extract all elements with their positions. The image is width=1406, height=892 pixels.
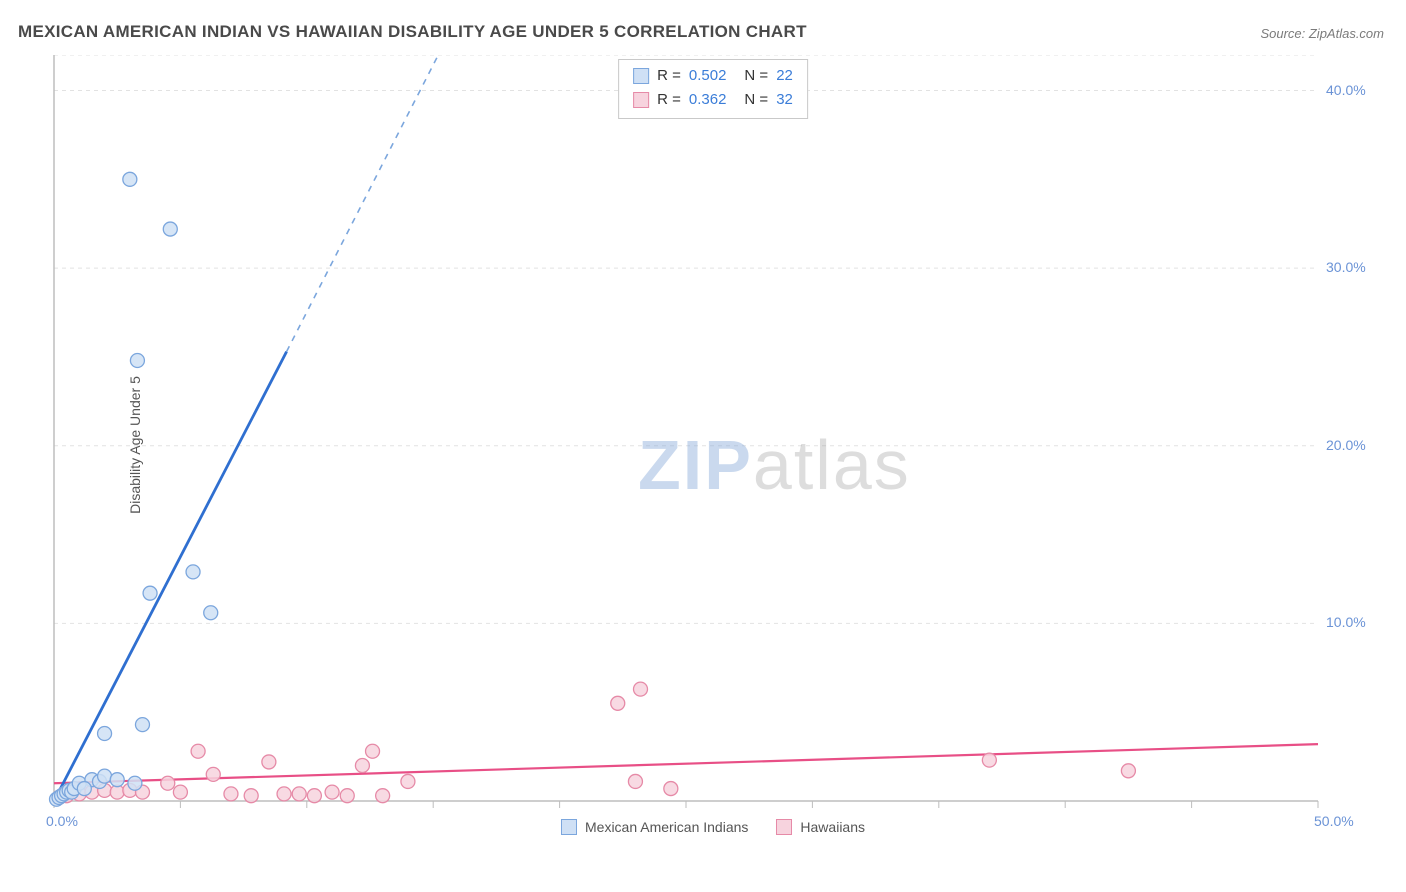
legend-label-series-2: Hawaiians <box>800 819 865 835</box>
axis-tick-label: 40.0% <box>1326 82 1366 98</box>
legend-swatch-series-1 <box>561 819 577 835</box>
source-prefix: Source: <box>1260 26 1308 41</box>
axis-tick-label: 10.0% <box>1326 614 1366 630</box>
axis-tick-label: 50.0% <box>1314 813 1366 829</box>
legend-swatch-series-2 <box>776 819 792 835</box>
n-label: N = <box>744 88 768 112</box>
chart-svg <box>48 55 1378 835</box>
r-label: R = <box>657 88 681 112</box>
chart-plot-area: Disability Age Under 5 ZIPatlas R = 0.50… <box>48 55 1378 835</box>
correlation-legend: R = 0.502 N = 22 R = 0.362 N = 32 <box>618 59 808 119</box>
series-legend: Mexican American Indians Hawaiians <box>561 819 865 835</box>
r-label: R = <box>657 64 681 88</box>
n-value-series-1: 22 <box>776 64 793 88</box>
legend-swatch-series-2 <box>633 92 649 108</box>
legend-row-series-1: R = 0.502 N = 22 <box>633 64 793 88</box>
legend-row-series-2: R = 0.362 N = 32 <box>633 88 793 112</box>
source-name: ZipAtlas.com <box>1309 26 1384 41</box>
axis-tick-label: 0.0% <box>46 813 78 829</box>
chart-title: MEXICAN AMERICAN INDIAN VS HAWAIIAN DISA… <box>18 22 807 42</box>
legend-item-series-2: Hawaiians <box>776 819 865 835</box>
axis-tick-label: 30.0% <box>1326 259 1366 275</box>
n-label: N = <box>744 64 768 88</box>
legend-item-series-1: Mexican American Indians <box>561 819 748 835</box>
n-value-series-2: 32 <box>776 88 793 112</box>
axis-tick-label: 20.0% <box>1326 437 1366 453</box>
source-attribution: Source: ZipAtlas.com <box>1260 26 1384 41</box>
legend-swatch-series-1 <box>633 68 649 84</box>
r-value-series-1: 0.502 <box>689 64 727 88</box>
r-value-series-2: 0.362 <box>689 88 727 112</box>
legend-label-series-1: Mexican American Indians <box>585 819 748 835</box>
